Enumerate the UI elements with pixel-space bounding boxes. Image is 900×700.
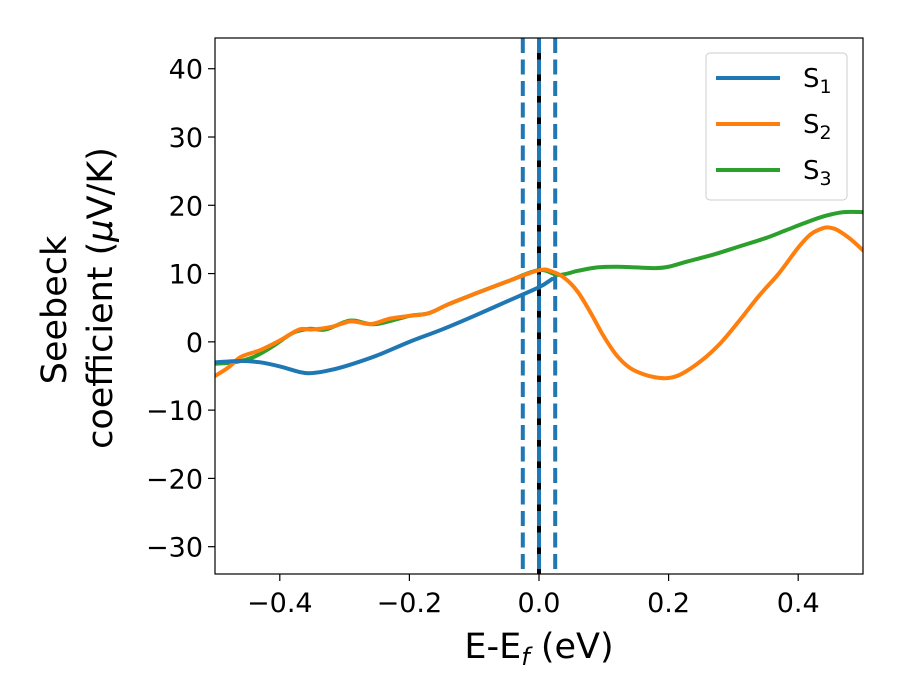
reference-lines	[520, 38, 558, 574]
y-tick-label: −10	[146, 396, 203, 427]
y-axis: −30 −20 −10 0 10 20 30 40	[146, 55, 215, 564]
legend-label-s3: S3	[803, 156, 832, 190]
x-tick-label: 0.4	[777, 588, 820, 619]
y-tick-label: 40	[169, 55, 203, 86]
y-tick-label: 20	[169, 191, 203, 222]
legend: S1 S2 S3	[705, 52, 848, 201]
series-group	[215, 209, 863, 381]
x-tick-label: −0.2	[377, 588, 443, 619]
x-tick-label: −0.4	[247, 588, 313, 619]
y-tick-label: −30	[146, 533, 203, 564]
x-axis: −0.4 −0.2 0.0 0.2 0.4	[247, 574, 820, 619]
legend-label-s1: S1	[803, 64, 832, 98]
y-axis-title-line1: Seebeck	[35, 235, 75, 384]
y-axis-title-line2: coefficient (μV/K)	[81, 147, 121, 449]
legend-frame	[705, 52, 848, 201]
x-tick-label: 0.0	[518, 588, 561, 619]
x-axis-title: E-Ef (eV)	[464, 627, 613, 671]
y-tick-label: −20	[146, 464, 203, 495]
y-tick-label: 0	[186, 328, 203, 359]
legend-label-s2: S2	[803, 110, 832, 144]
series-line-s1	[215, 277, 554, 376]
y-tick-label: 10	[169, 260, 203, 291]
y-tick-label: 30	[169, 123, 203, 154]
series-line-s2	[215, 225, 863, 381]
x-tick-label: 0.2	[647, 588, 690, 619]
